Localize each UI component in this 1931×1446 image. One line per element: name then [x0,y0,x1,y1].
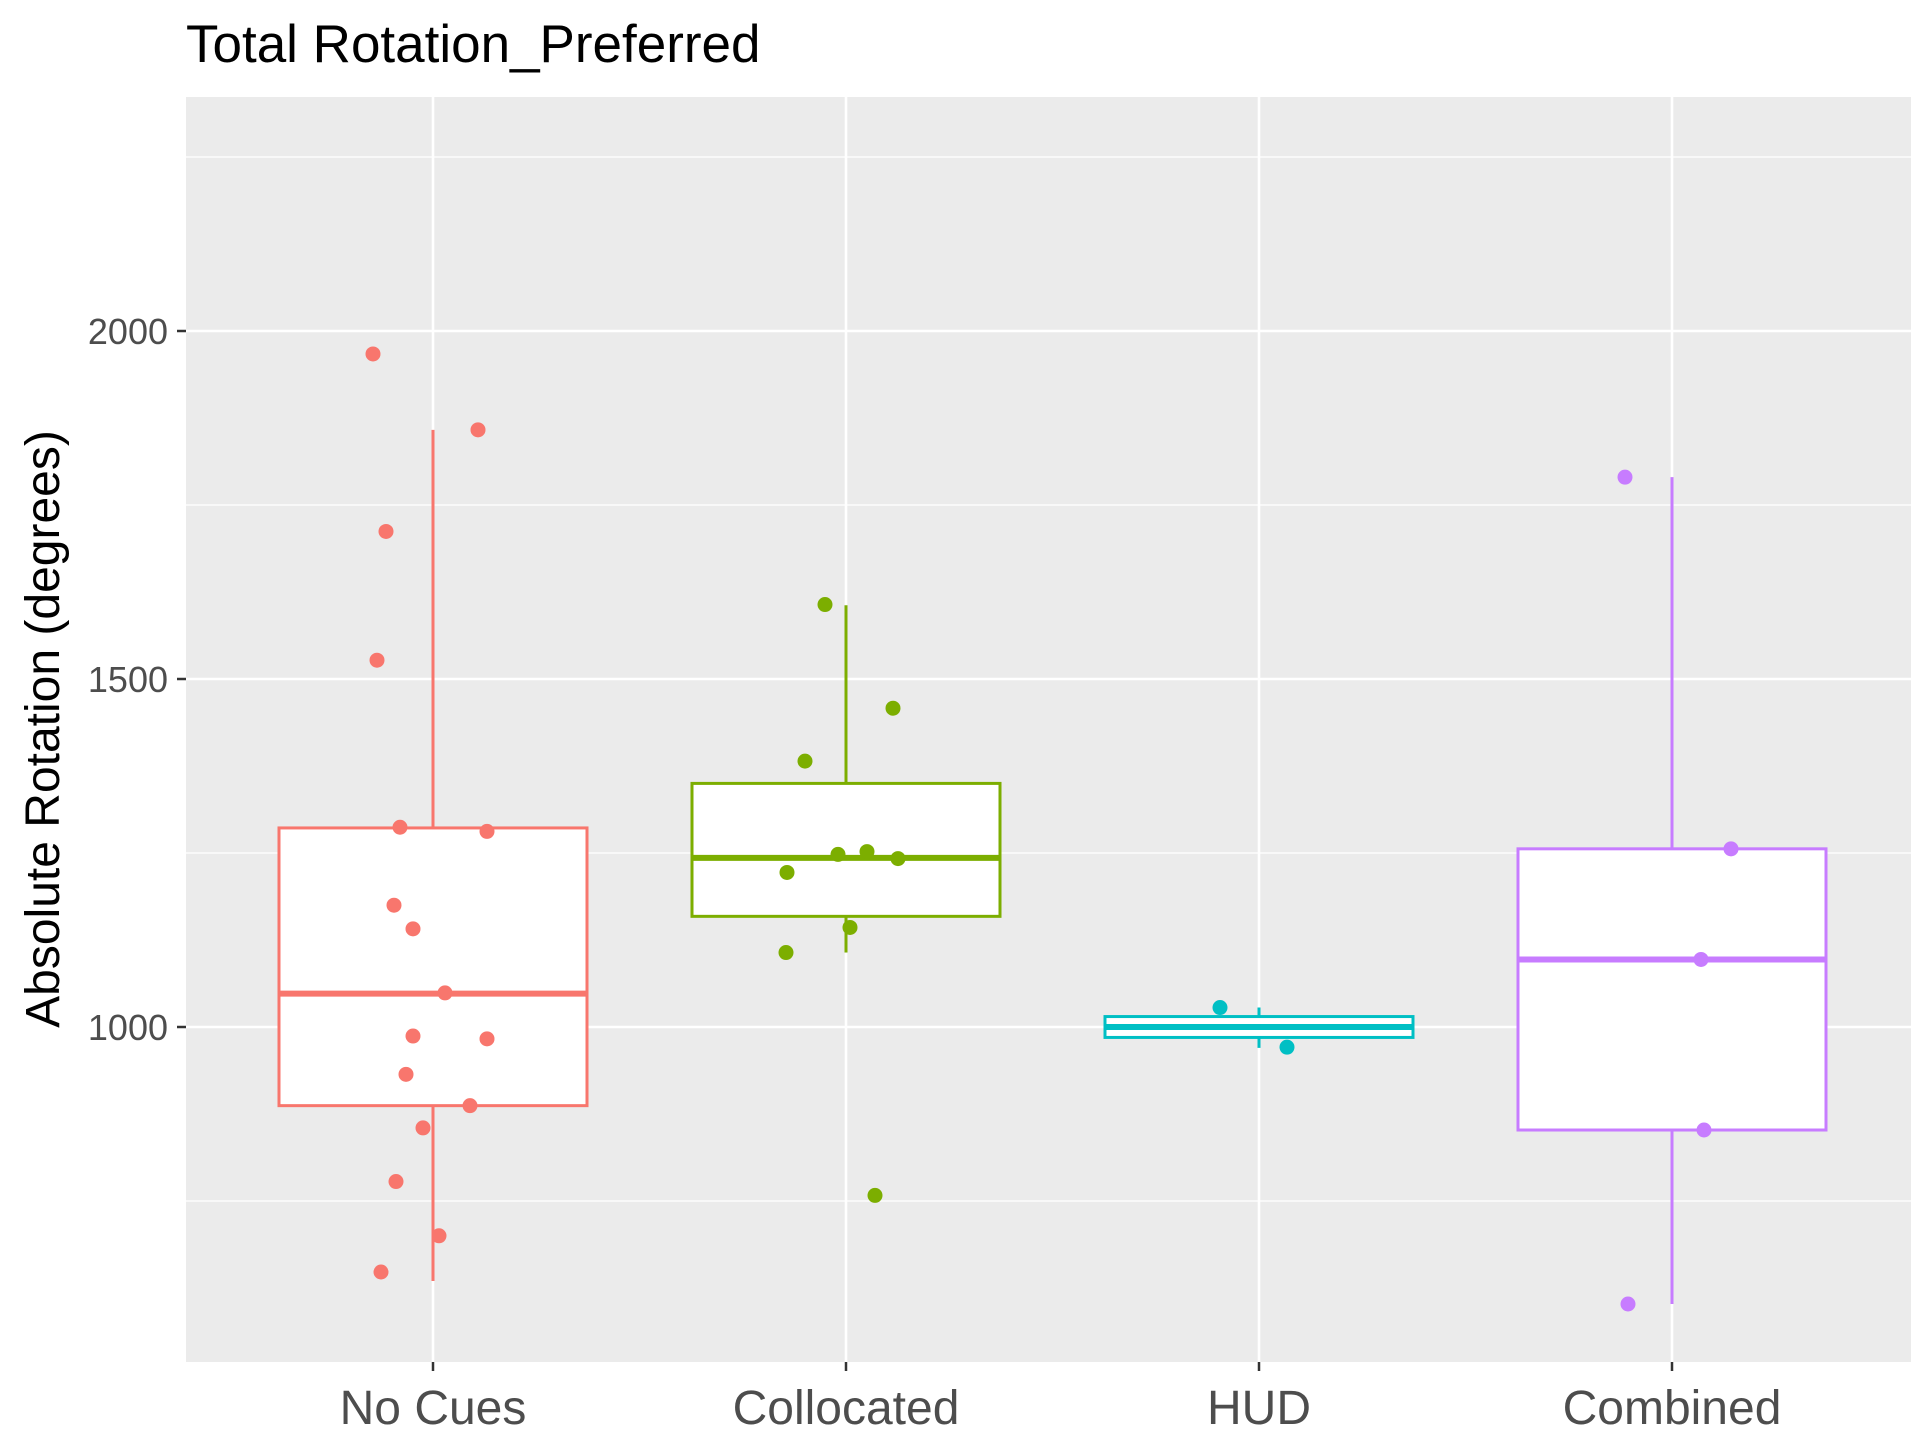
data-point [842,919,858,935]
x-tick-label: HUD [1207,1382,1311,1435]
data-point [405,1028,421,1044]
data-point [1696,1122,1712,1138]
data-point [885,700,901,716]
data-point [437,985,453,1001]
data-point [398,1066,414,1082]
data-point [373,1264,389,1280]
data-point [867,1187,883,1203]
chart-title: Total Rotation_Preferred [186,15,761,74]
y-axis-label: Absolute Rotation (degrees) [17,430,70,1028]
data-point [405,921,421,937]
data-point [1620,1296,1636,1312]
data-point [779,864,795,880]
x-axis: No Cues Collocated HUD Combined [340,1362,1782,1435]
box-hud [1103,1007,1415,1048]
data-point [479,1031,495,1047]
data-point [378,523,394,539]
data-point [365,346,381,362]
data-point [1693,951,1709,967]
box-collocated [690,605,1002,953]
data-point [462,1098,478,1114]
y-tick-label: 2000 [88,311,168,352]
box-combined [1516,477,1828,1305]
plot-panel [186,97,1911,1362]
data-point [890,851,906,867]
data-point [778,945,794,961]
data-point [369,652,385,668]
data-point [1279,1039,1295,1055]
data-point [1723,841,1739,857]
y-tick-label: 1500 [88,659,168,700]
data-point [470,422,486,438]
y-tick-label: 1000 [88,1007,168,1048]
x-tick-label: Combined [1563,1382,1782,1435]
y-axis: 2000 1500 1000 [88,311,186,1048]
data-point [392,819,408,835]
box-no-cues [277,429,589,1282]
box-body [1516,847,1828,1132]
data-point [388,1174,404,1190]
x-tick-label: Collocated [733,1382,960,1435]
data-point [859,844,875,860]
data-point [431,1228,447,1244]
data-point [415,1120,431,1136]
data-point [386,897,402,913]
data-point [1212,1000,1228,1016]
data-point [479,823,495,839]
boxes-layer [277,429,1828,1305]
data-point [830,846,846,862]
points-layer [365,346,1739,1312]
data-point [1617,469,1633,485]
box-body [277,826,589,1108]
data-point [817,597,833,613]
data-point [797,753,813,769]
box-body [690,781,1002,918]
x-tick-label: No Cues [340,1382,527,1435]
